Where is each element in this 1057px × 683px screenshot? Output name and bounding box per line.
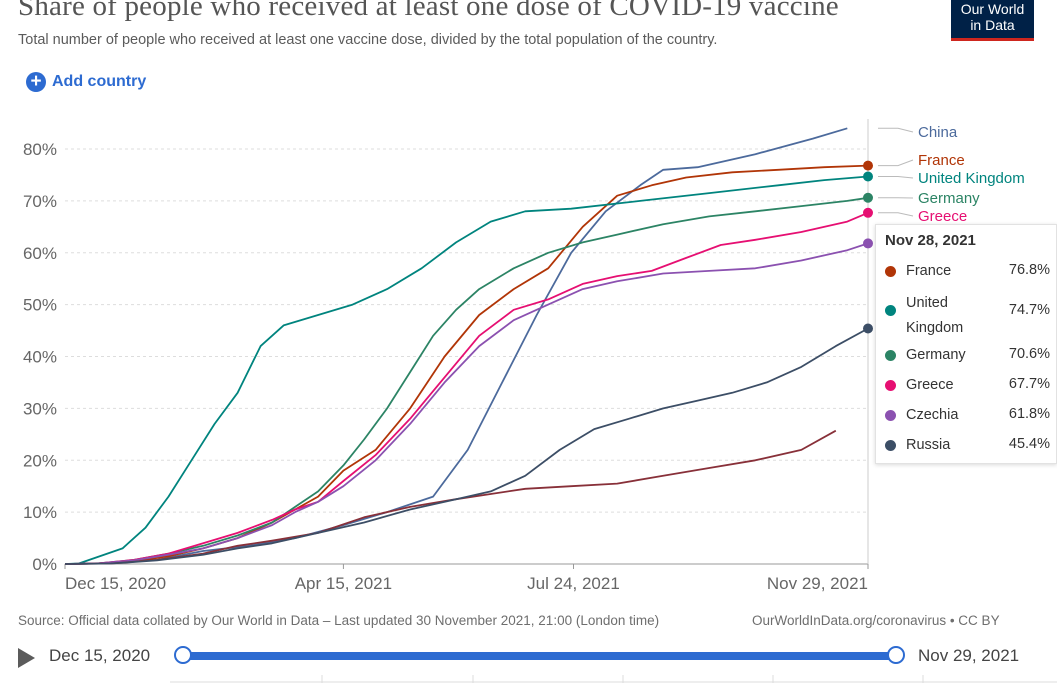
series-line-united-kingdom[interactable] — [64, 175, 869, 565]
y-tick-label: 0% — [32, 555, 57, 574]
series-line-china[interactable] — [64, 127, 848, 565]
endpoint-dot-germany[interactable] — [863, 192, 873, 203]
x-tick-label: Apr 15, 2021 — [295, 574, 392, 593]
label-connector — [878, 159, 914, 167]
y-tick-label: 20% — [23, 451, 57, 470]
timeline: Dec 15, 2020 Nov 29, 2021 — [0, 640, 1057, 683]
source-note: Source: Official data collated by Our Wo… — [18, 613, 660, 628]
license-link[interactable]: OurWorldInData.org/coronavirus • CC BY — [752, 613, 1000, 628]
logo-line2: in Data — [970, 17, 1015, 33]
chart-title: Share of people who received at least on… — [18, 0, 839, 22]
legend-dot — [885, 266, 896, 277]
series-line-greece[interactable] — [64, 211, 869, 565]
legend-dot — [885, 410, 896, 421]
x-tick-label: Jul 24, 2021 — [527, 574, 620, 593]
y-tick-label: 80% — [23, 140, 57, 159]
timeline-end-handle[interactable] — [887, 646, 905, 664]
timeline-end-label: Nov 29, 2021 — [918, 646, 1020, 665]
chart-subtitle: Total number of people who received at l… — [18, 32, 718, 48]
play-icon[interactable] — [18, 648, 35, 668]
tooltip-value: 45.4% — [1008, 436, 1050, 452]
series-label-greece[interactable]: Greece — [918, 208, 967, 225]
legend-dot — [885, 305, 896, 316]
tooltip-country: United Kingdom — [906, 295, 964, 336]
tooltip-country: Germany — [906, 347, 966, 363]
hover-tooltip: Nov 28, 2021 France 76.8% United Kingdom 74… — [875, 224, 1057, 464]
series-line-germany[interactable] — [64, 196, 869, 565]
owid-logo[interactable]: Our World in Data — [951, 0, 1034, 41]
timeline-start-handle[interactable] — [174, 646, 192, 664]
series-line-czechia[interactable] — [64, 242, 869, 565]
series-line-russia[interactable] — [64, 327, 869, 565]
tooltip-value: 70.6% — [1008, 346, 1050, 362]
x-tick-label: Dec 15, 2020 — [65, 574, 166, 593]
y-tick-label: 30% — [23, 399, 57, 418]
y-tick-label: 70% — [23, 192, 57, 211]
y-tick-label: 50% — [23, 296, 57, 315]
tooltip-value: 74.7% — [1008, 302, 1050, 318]
endpoint-dot-greece[interactable] — [863, 207, 873, 218]
tooltip-value: 67.7% — [1008, 376, 1050, 392]
endpoint-dot-united-kingdom[interactable] — [863, 171, 873, 182]
series-label-china[interactable]: China — [918, 124, 958, 141]
label-connector — [878, 127, 914, 133]
tooltip-country: France — [906, 263, 952, 279]
timeline-track[interactable] — [183, 652, 896, 660]
tooltip-date: Nov 28, 2021 — [885, 232, 976, 249]
x-tick-label: Nov 29, 2021 — [767, 574, 868, 593]
series-label-germany[interactable]: Germany — [918, 190, 980, 207]
endpoint-dot-france[interactable] — [863, 160, 873, 171]
tooltip-value: 61.8% — [1008, 406, 1050, 422]
tooltip-country: Russia — [906, 437, 951, 453]
tooltip-country: Greece — [906, 377, 954, 393]
y-tick-label: 60% — [23, 244, 57, 263]
y-tick-label: 40% — [23, 348, 57, 367]
tooltip-value: 76.8% — [1008, 262, 1050, 278]
add-country-label: Add country — [52, 73, 147, 90]
endpoint-dot-russia[interactable] — [863, 323, 873, 334]
timeline-start-label: Dec 15, 2020 — [49, 646, 151, 665]
tooltip-country: Czechia — [906, 407, 959, 423]
legend-dot — [885, 380, 896, 391]
y-tick-label: 10% — [23, 503, 57, 522]
tabs-divider — [170, 675, 1057, 683]
label-connector — [878, 212, 914, 217]
legend-dot — [885, 350, 896, 361]
series-line-france[interactable] — [64, 164, 869, 565]
series-label-united-kingdom[interactable]: United Kingdom — [918, 170, 1025, 187]
line-chart[interactable]: 0% 10% 20% 30% 40% 50% 60% 70% 80% Dec 15, 2020 Ap… — [0, 100, 1057, 600]
endpoint-dot-czechia[interactable] — [863, 238, 873, 249]
legend-dot — [885, 440, 896, 451]
plus-icon: + — [26, 72, 46, 92]
series-line-bulgaria[interactable] — [64, 429, 837, 565]
series-label-france[interactable]: France — [918, 152, 965, 169]
add-country-button[interactable]: + Add country — [26, 72, 146, 92]
label-connector — [878, 175, 914, 179]
logo-line1: Our World — [960, 1, 1025, 17]
